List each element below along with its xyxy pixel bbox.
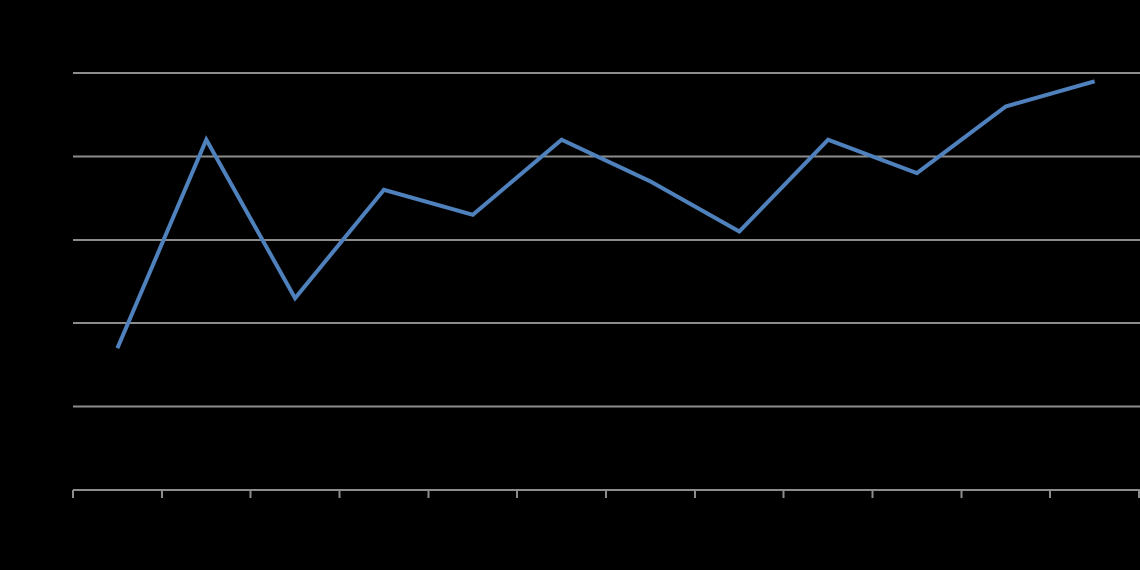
x-axis-ticks — [72, 490, 1140, 498]
gridlines — [73, 72, 1140, 408]
data-series — [115, 79, 1096, 349]
series-line — [115, 79, 1096, 349]
